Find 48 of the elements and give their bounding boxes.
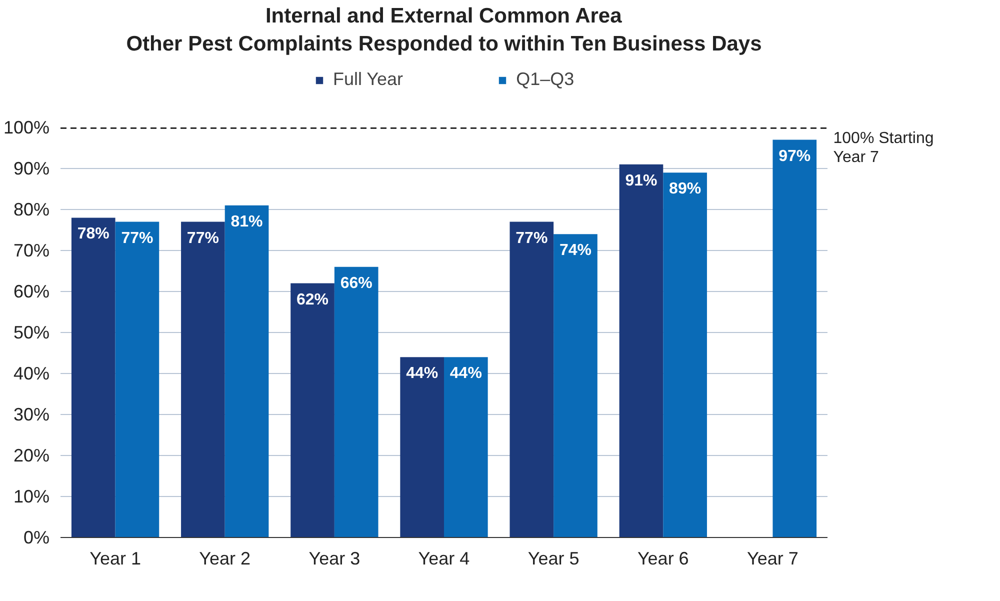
chart-title: Internal and External Common Area Other Pest Complaints Responded to within Ten Business Days — [126, 4, 762, 56]
y-tick-label: 90% — [13, 158, 50, 178]
data-label: 81% — [230, 213, 263, 230]
y-tick-label: 20% — [13, 446, 50, 466]
bar — [224, 205, 269, 538]
data-label: 97% — [778, 148, 811, 165]
bar — [334, 266, 378, 538]
bar — [115, 222, 160, 538]
ref-line-label: 100% Starting Year 7 — [833, 130, 934, 166]
bar — [663, 172, 707, 538]
y-tick-label: 30% — [13, 404, 50, 424]
data-label: 44% — [406, 365, 438, 382]
bar — [444, 357, 488, 538]
bar — [510, 222, 554, 538]
data-label: 89% — [669, 180, 702, 198]
y-tick-label: 50% — [13, 322, 50, 342]
data-label: 44% — [450, 365, 482, 382]
x-tick-label: Year 7 — [747, 548, 798, 568]
y-tick-label: 100% — [3, 118, 50, 138]
x-tick-label: Year 3 — [308, 548, 360, 568]
bar — [400, 357, 444, 538]
x-tick-label: Year 2 — [199, 548, 251, 568]
y-tick-label: 60% — [13, 282, 50, 302]
bar — [290, 283, 334, 538]
x-tick-label: Year 4 — [418, 548, 470, 568]
data-label: 77% — [121, 230, 154, 247]
data-label: 62% — [296, 291, 329, 308]
bar — [619, 164, 664, 538]
data-label: 78% — [77, 226, 110, 243]
bar — [71, 218, 116, 538]
bar — [772, 140, 817, 538]
legend-label: Q1–Q3 — [516, 69, 574, 90]
legend-label: Full Year — [333, 69, 404, 90]
y-tick-label: 80% — [13, 200, 50, 220]
data-label: 91% — [625, 172, 658, 190]
data-label: 77% — [516, 230, 548, 247]
y-tick-label: 10% — [13, 486, 50, 506]
data-label: 77% — [186, 230, 219, 247]
data-label: 74% — [559, 242, 592, 260]
data-label: 66% — [340, 274, 372, 292]
bar — [554, 234, 598, 538]
y-tick-label: 70% — [13, 240, 50, 260]
y-tick-label: 40% — [13, 364, 50, 384]
x-tick-label: Year 6 — [637, 548, 689, 568]
x-tick-label: Year 5 — [528, 548, 580, 568]
x-tick-label: Year 1 — [90, 548, 141, 568]
bar — [181, 222, 225, 538]
y-tick-label: 0% — [23, 528, 50, 548]
